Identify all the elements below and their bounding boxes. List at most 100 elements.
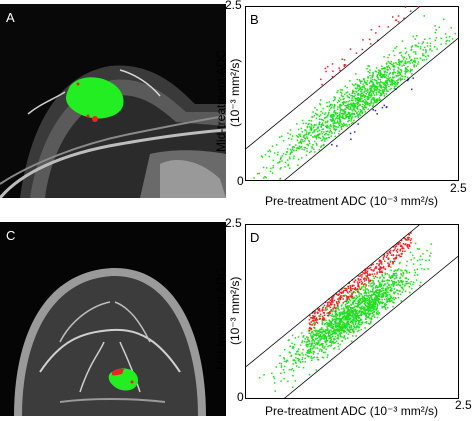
data-point-green [360, 323, 362, 326]
data-point-red [410, 242, 412, 244]
data-point-red [331, 296, 333, 299]
data-point-green [313, 333, 315, 335]
data-point-green [336, 329, 339, 331]
data-point-green [329, 118, 332, 121]
data-point-green [319, 103, 321, 105]
data-point-green [279, 354, 281, 357]
data-point-green [360, 313, 362, 315]
data-point-green [399, 73, 401, 75]
data-point-green [358, 301, 360, 303]
data-point-red [370, 28, 373, 31]
data-point-green [381, 93, 383, 95]
data-point-green [328, 329, 331, 332]
data-point-green [323, 137, 326, 140]
data-point-green [370, 79, 372, 82]
data-point-green [343, 315, 345, 318]
data-point-green [404, 277, 407, 279]
data-point-green [351, 310, 354, 312]
data-point-green [385, 86, 388, 89]
data-point-green [363, 306, 365, 309]
data-point-green [298, 148, 300, 150]
data-point-green [381, 89, 384, 91]
data-point-green [388, 77, 390, 80]
data-point-green [356, 85, 359, 87]
data-point-green [337, 336, 339, 338]
data-point-green [382, 74, 384, 76]
data-point-green [381, 301, 383, 303]
data-point-red [380, 261, 383, 263]
data-point-green [400, 54, 403, 57]
data-point-red [382, 267, 385, 269]
data-point-green [312, 351, 315, 353]
data-point-green [414, 274, 416, 277]
data-point-green [253, 177, 255, 179]
data-point-green [404, 284, 406, 287]
data-point-red [386, 254, 388, 257]
data-point-green [390, 279, 393, 282]
data-point-green [396, 70, 399, 72]
data-point-green [311, 336, 313, 338]
data-point-green [395, 272, 398, 275]
data-point-green [289, 152, 292, 154]
data-point-green [332, 119, 334, 121]
data-point-green [366, 297, 369, 300]
data-point-green [341, 311, 344, 314]
data-point-red [319, 310, 321, 312]
data-point-green [288, 368, 291, 371]
data-point-red [408, 236, 410, 239]
data-point-green [386, 307, 389, 309]
data-point-green [355, 294, 357, 297]
data-point-green [399, 276, 402, 279]
data-point-green [369, 304, 372, 306]
data-point-green [360, 293, 363, 296]
data-point-red [397, 15, 400, 17]
data-point-green [389, 300, 392, 303]
data-point-green [399, 280, 402, 282]
data-point-green [402, 58, 405, 60]
data-point-green [373, 293, 375, 295]
data-point-green [305, 345, 308, 347]
data-point-green [385, 82, 387, 84]
data-point-green [351, 320, 354, 323]
data-point-green [344, 322, 346, 325]
data-point-green [353, 317, 356, 320]
data-point-green [314, 107, 316, 109]
data-point-green [342, 110, 344, 112]
data-point-red [362, 39, 364, 41]
data-point-red [356, 281, 359, 283]
data-point-red [381, 271, 384, 274]
data-point-green [370, 317, 373, 319]
data-point-green [323, 336, 326, 338]
data-point-green [358, 286, 360, 289]
data-point-green [359, 319, 362, 322]
data-point-green [421, 258, 424, 261]
data-point-green [337, 334, 339, 336]
data-point-red [340, 288, 342, 291]
data-point-green [368, 307, 370, 310]
data-point-green [392, 305, 394, 308]
data-point-green [399, 293, 402, 296]
data-point-green [401, 281, 404, 283]
data-point-green [352, 99, 354, 102]
data-point-red [324, 307, 327, 309]
data-point-green [345, 325, 347, 328]
data-point-green [416, 57, 418, 60]
data-point-green [305, 353, 307, 356]
data-point-green [353, 108, 355, 110]
data-point-green [310, 355, 312, 358]
data-point-green [335, 309, 337, 311]
data-point-green [319, 329, 322, 331]
data-point-green [308, 350, 310, 353]
data-point-green [340, 318, 343, 321]
data-point-green [350, 320, 353, 322]
data-point-green [340, 94, 343, 97]
data-point-green [318, 333, 320, 335]
data-point-red [330, 304, 332, 306]
data-point-green [323, 347, 325, 349]
data-point-green [348, 311, 350, 314]
data-point-green [360, 306, 362, 309]
data-point-green [426, 249, 428, 252]
data-point-green [400, 69, 403, 72]
data-point-green [334, 125, 336, 128]
data-point-green [320, 338, 322, 341]
